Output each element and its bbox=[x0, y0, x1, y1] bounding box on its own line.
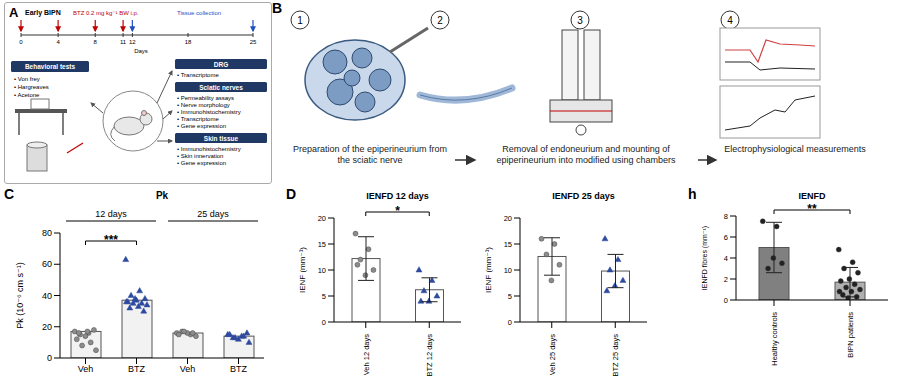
svg-text:• Acetone: • Acetone bbox=[14, 92, 40, 98]
svg-text:1: 1 bbox=[297, 15, 303, 26]
svg-text:0: 0 bbox=[47, 353, 52, 363]
svg-text:Veh 25 days: Veh 25 days bbox=[548, 334, 557, 376]
svg-text:A: A bbox=[9, 5, 19, 20]
svg-text:IENFD 25 days: IENFD 25 days bbox=[552, 191, 615, 201]
svg-text:IENFD: IENFD bbox=[799, 191, 827, 201]
svg-text:• Immunohistochemistry: • Immunohistochemistry bbox=[177, 146, 241, 152]
svg-text:*: * bbox=[395, 204, 400, 218]
svg-text:• Skin innervation: • Skin innervation bbox=[177, 153, 223, 159]
svg-text:BIPN patients: BIPN patients bbox=[846, 312, 855, 358]
svg-text:IENF (mm⁻¹): IENF (mm⁻¹) bbox=[484, 247, 493, 293]
svg-text:Sciatic nerves: Sciatic nerves bbox=[199, 84, 243, 91]
svg-text:• Gene expression: • Gene expression bbox=[177, 123, 226, 129]
html-text:Preparation of the epiperineur: Preparation of the epiperineurium from t… bbox=[293, 144, 447, 165]
svg-text:11: 11 bbox=[120, 39, 127, 45]
svg-text:Veh: Veh bbox=[180, 364, 196, 374]
svg-text:10: 10 bbox=[504, 266, 512, 275]
svg-text:0: 0 bbox=[724, 296, 728, 305]
svg-text:0: 0 bbox=[508, 318, 512, 327]
svg-text:DRG: DRG bbox=[214, 61, 228, 68]
svg-text:Skin tissue: Skin tissue bbox=[204, 135, 239, 142]
svg-text:***: *** bbox=[104, 233, 118, 247]
svg-text:IENF (mm⁻¹): IENF (mm⁻¹) bbox=[298, 247, 307, 293]
svg-text:BTZ: BTZ bbox=[128, 364, 146, 374]
svg-text:3: 3 bbox=[577, 15, 583, 26]
svg-text:80: 80 bbox=[42, 228, 52, 238]
svg-text:4: 4 bbox=[724, 254, 728, 263]
svg-text:8: 8 bbox=[94, 39, 98, 45]
svg-text:6: 6 bbox=[724, 233, 728, 242]
svg-text:25: 25 bbox=[250, 39, 257, 45]
svg-text:Days: Days bbox=[134, 48, 148, 54]
html-text:C: C bbox=[4, 186, 15, 202]
svg-text:12: 12 bbox=[129, 39, 136, 45]
svg-text:IENFD fibres (mm⁻¹): IENFD fibres (mm⁻¹) bbox=[701, 226, 709, 290]
svg-text:Healthy controls: Healthy controls bbox=[770, 312, 779, 366]
html-text:D: D bbox=[286, 186, 297, 202]
svg-text:Pk: Pk bbox=[156, 190, 169, 201]
html-text:h: h bbox=[688, 186, 697, 202]
svg-text:• Immunohistochemistry: • Immunohistochemistry bbox=[177, 109, 241, 115]
svg-text:BTZ 12 days: BTZ 12 days bbox=[425, 334, 434, 377]
svg-text:2: 2 bbox=[724, 275, 728, 284]
svg-text:Behavioral tests: Behavioral tests bbox=[25, 63, 76, 70]
svg-text:**: ** bbox=[807, 202, 817, 216]
svg-text:• Nerve morphology: • Nerve morphology bbox=[177, 102, 230, 108]
svg-text:4: 4 bbox=[727, 15, 733, 26]
svg-text:0: 0 bbox=[322, 318, 326, 327]
svg-text:20: 20 bbox=[42, 322, 52, 332]
svg-text:10: 10 bbox=[318, 266, 326, 275]
svg-text:15: 15 bbox=[318, 240, 326, 249]
svg-text:• Transcriptome: • Transcriptome bbox=[177, 116, 219, 122]
svg-text:• Hargreaves: • Hargreaves bbox=[14, 84, 49, 90]
svg-text:5: 5 bbox=[508, 292, 512, 301]
html-text:B: B bbox=[272, 0, 283, 16]
svg-text:• Permeability assays: • Permeability assays bbox=[177, 95, 234, 101]
svg-text:8: 8 bbox=[724, 212, 728, 221]
svg-text:20: 20 bbox=[504, 214, 512, 223]
svg-text:25 days: 25 days bbox=[197, 209, 229, 219]
svg-text:• Von frey: • Von frey bbox=[14, 76, 40, 82]
svg-text:Veh 12 days: Veh 12 days bbox=[362, 334, 371, 376]
svg-text:15: 15 bbox=[504, 240, 512, 249]
svg-text:18: 18 bbox=[185, 39, 192, 45]
svg-text:60: 60 bbox=[42, 259, 52, 269]
svg-text:BTZ: BTZ bbox=[230, 364, 248, 374]
svg-text:20: 20 bbox=[318, 214, 326, 223]
svg-text:40: 40 bbox=[42, 291, 52, 301]
svg-text:Tissue collection: Tissue collection bbox=[177, 10, 221, 16]
svg-text:0: 0 bbox=[19, 39, 23, 45]
html-text:Electrophysiological measureme: Electrophysiological measurements bbox=[724, 144, 866, 154]
svg-text:BTZ 25 days: BTZ 25 days bbox=[611, 334, 620, 377]
svg-text:Veh: Veh bbox=[78, 364, 94, 374]
svg-text:BTZ 0.2 mg kg⁻¹ BW i.p.: BTZ 0.2 mg kg⁻¹ BW i.p. bbox=[73, 10, 139, 16]
svg-text:5: 5 bbox=[322, 292, 326, 301]
svg-text:4: 4 bbox=[56, 39, 60, 45]
svg-text:• Transcriptome: • Transcriptome bbox=[177, 72, 219, 78]
svg-text:Early BIPN: Early BIPN bbox=[25, 9, 61, 17]
svg-text:2: 2 bbox=[437, 15, 443, 26]
svg-text:12 days: 12 days bbox=[95, 209, 127, 219]
html-text:Removal of endoneurium and mou: Removal of endoneurium and mounting of e… bbox=[496, 144, 676, 165]
svg-text:IENFD 12 days: IENFD 12 days bbox=[366, 191, 429, 201]
svg-text:Pk (10⁻⁶ cm s⁻¹): Pk (10⁻⁶ cm s⁻¹) bbox=[15, 262, 25, 329]
svg-text:• Gene expression: • Gene expression bbox=[177, 160, 226, 166]
